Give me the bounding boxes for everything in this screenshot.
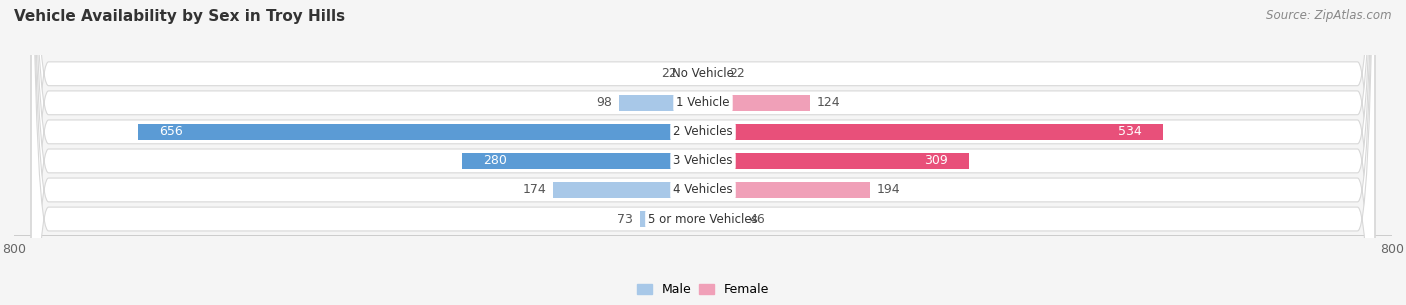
Bar [619, 95, 703, 111]
Bar [703, 211, 742, 227]
FancyBboxPatch shape [31, 0, 1375, 305]
Text: Vehicle Availability by Sex in Troy Hills: Vehicle Availability by Sex in Troy Hill… [14, 9, 346, 24]
FancyBboxPatch shape [31, 0, 1375, 305]
Text: 534: 534 [1118, 125, 1142, 138]
Bar [138, 124, 703, 140]
Text: 2 Vehicles: 2 Vehicles [673, 125, 733, 138]
Text: 1 Vehicle: 1 Vehicle [676, 96, 730, 109]
Text: 46: 46 [749, 213, 765, 225]
Text: Source: ZipAtlas.com: Source: ZipAtlas.com [1267, 9, 1392, 22]
Text: 174: 174 [523, 184, 547, 196]
Bar [640, 211, 703, 227]
Bar [685, 66, 703, 82]
Bar [703, 124, 1163, 140]
Text: 656: 656 [160, 125, 183, 138]
Bar [461, 153, 703, 169]
Text: No Vehicle: No Vehicle [672, 67, 734, 80]
Text: 280: 280 [484, 154, 508, 167]
Text: 22: 22 [728, 67, 745, 80]
Bar [703, 95, 810, 111]
Text: 3 Vehicles: 3 Vehicles [673, 154, 733, 167]
Text: 4 Vehicles: 4 Vehicles [673, 184, 733, 196]
Text: 194: 194 [877, 184, 901, 196]
Text: 5 or more Vehicles: 5 or more Vehicles [648, 213, 758, 225]
Text: 98: 98 [596, 96, 612, 109]
Bar [553, 182, 703, 198]
Text: 22: 22 [661, 67, 678, 80]
FancyBboxPatch shape [31, 0, 1375, 305]
FancyBboxPatch shape [31, 0, 1375, 305]
Text: 124: 124 [817, 96, 841, 109]
FancyBboxPatch shape [31, 0, 1375, 305]
Bar [703, 66, 721, 82]
Text: 309: 309 [924, 154, 948, 167]
Text: 73: 73 [617, 213, 633, 225]
Bar [703, 182, 870, 198]
Legend: Male, Female: Male, Female [631, 278, 775, 301]
FancyBboxPatch shape [31, 0, 1375, 305]
Bar [703, 153, 969, 169]
